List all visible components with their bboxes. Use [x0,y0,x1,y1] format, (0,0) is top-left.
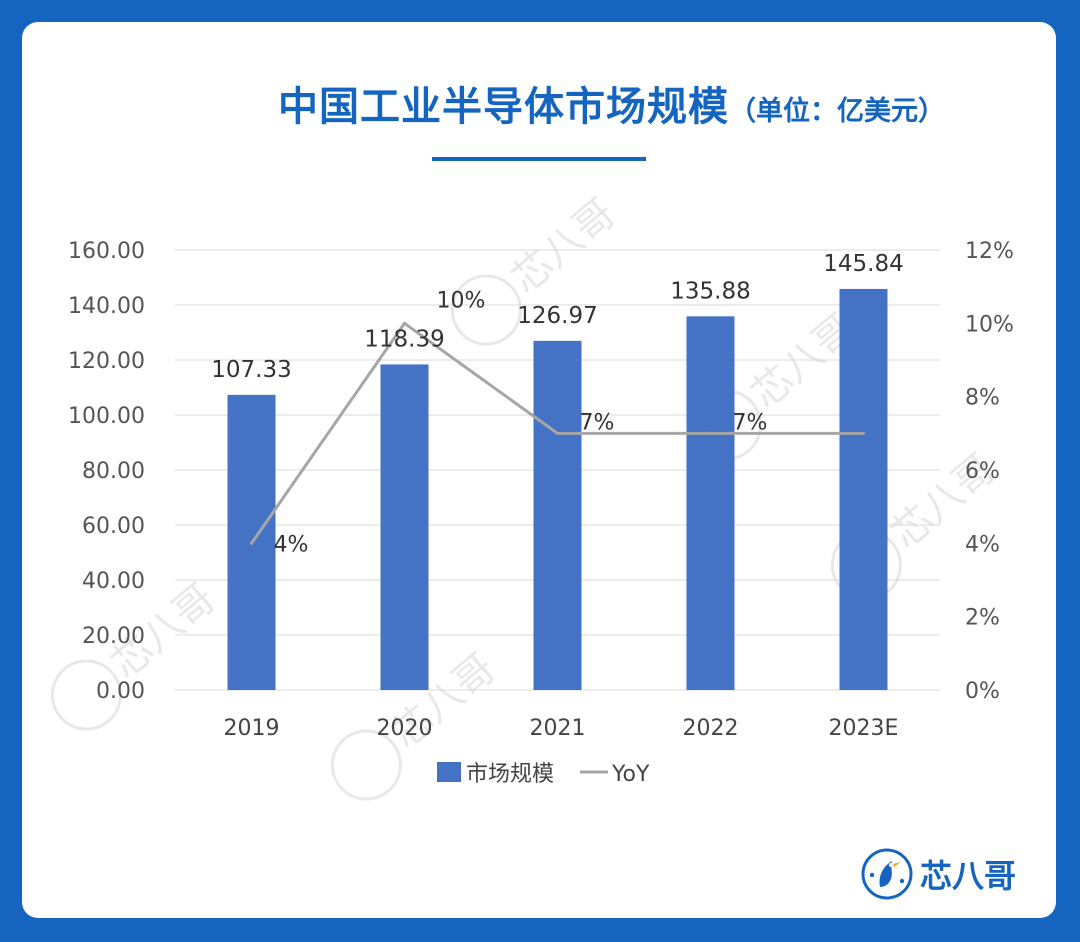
yoy-value-label: 10% [437,288,486,313]
title-underline [432,157,646,161]
yoy-series [250,321,865,545]
x-tick-label: 2020 [377,716,433,741]
legend-line-label: YoY [611,762,650,787]
y-right-tick-label: 12% [965,239,1014,264]
yoy-value-label: 7% [580,410,615,435]
bar-value-label: 118.39 [364,326,444,352]
y-left-tick-label: 140.00 [68,294,145,319]
bar-value-label: 126.97 [517,303,597,329]
bar [380,364,429,690]
y-left-tick-label: 40.00 [82,569,145,594]
watermark-logo-icon [330,729,402,801]
bar [839,288,888,690]
bar [686,316,735,690]
watermark: 芯八哥 [450,190,624,346]
y-left-tick-label: 60.00 [82,514,145,539]
yoy-point [709,431,712,435]
legend: 市场规模 YoY [437,762,650,787]
legend-bar-swatch [437,762,461,782]
x-tick-label: 2023E [829,716,899,741]
y-left-tick-label: 100.00 [68,404,145,429]
y-left-tick-label: 120.00 [68,349,145,374]
y-right-tick-label: 8% [965,386,1000,411]
y-left-tick-label: 80.00 [82,459,145,484]
y-right-tick-label: 10% [965,312,1014,337]
yoy-value-label: 7% [733,410,768,435]
chart-title: 中国工业半导体市场规模 [278,84,729,130]
y-right-tick-label: 2% [965,606,1000,631]
x-tick-label: 2021 [530,716,586,741]
y-left-tick-label: 160.00 [68,239,145,264]
axis-labels: 0.00 20.00 40.00 60.00 80.00 100.00 120.00 140.… [68,239,1014,741]
watermark-logo-icon [450,274,522,346]
yoy-point [250,541,253,545]
y-right-tick-label: 6% [965,459,1000,484]
bird-logo-icon [861,848,913,900]
chart-title-group: 中国工业半导体市场规模（单位：亿美元） [278,74,945,132]
bar-value-label: 135.88 [670,278,750,304]
x-tick-label: 2022 [683,716,739,741]
brand-name: 芯八哥 [920,857,1017,895]
legend-bar-label: 市场规模 [466,762,554,787]
x-tick-label: 2019 [224,716,280,741]
yoy-point [403,321,406,325]
y-right-tick-label: 4% [965,532,1000,557]
chart-unit: （单位：亿美元） [729,96,945,127]
bar-value-label: 145.84 [823,251,903,277]
bar [533,340,582,690]
yoy-point [556,431,559,435]
brand-logo: 芯八哥 [860,848,1016,900]
y-left-tick-label: 0.00 [96,679,145,704]
watermark-logo-icon [50,659,122,731]
bar-series [227,288,888,690]
watermark-text: 芯八哥 [503,190,624,302]
y-right-tick-label: 0% [965,679,1000,704]
yoy-value-label: 4% [274,532,309,557]
data-labels: 107.33 118.39 126.97 135.88 145.84 4% 10% 7% 7% [211,251,903,557]
yoy-point [862,431,865,435]
y-left-tick-label: 20.00 [82,624,145,649]
bar-value-label: 107.33 [211,357,291,383]
